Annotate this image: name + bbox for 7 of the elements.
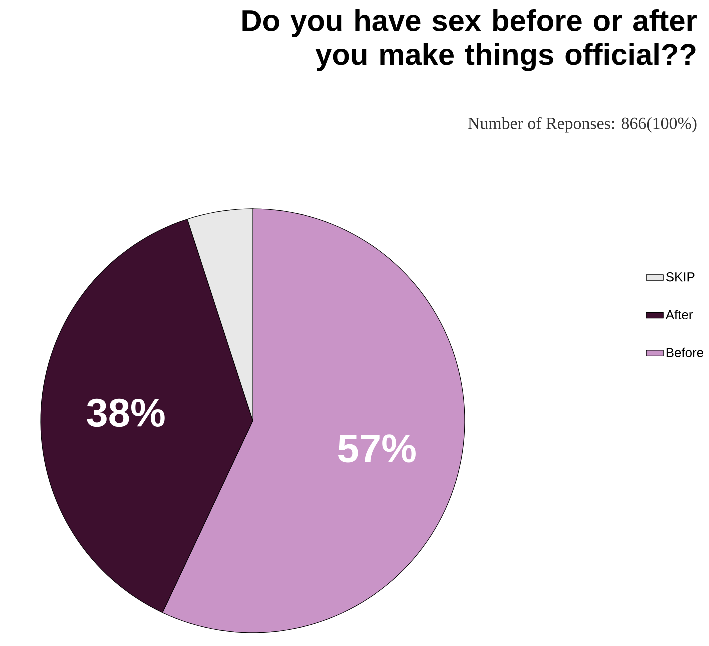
chart-subtitle: Number of Reponses: 866(100%) bbox=[468, 117, 697, 133]
data-label: 38% bbox=[87, 398, 165, 428]
legend-label: Before bbox=[666, 348, 704, 358]
legend-label: SKIP bbox=[666, 272, 695, 282]
legend-label: After bbox=[666, 310, 694, 320]
data-label: 57% bbox=[338, 434, 416, 463]
chart-title: Do you have sex before or after you make things official?? bbox=[242, 10, 697, 72]
